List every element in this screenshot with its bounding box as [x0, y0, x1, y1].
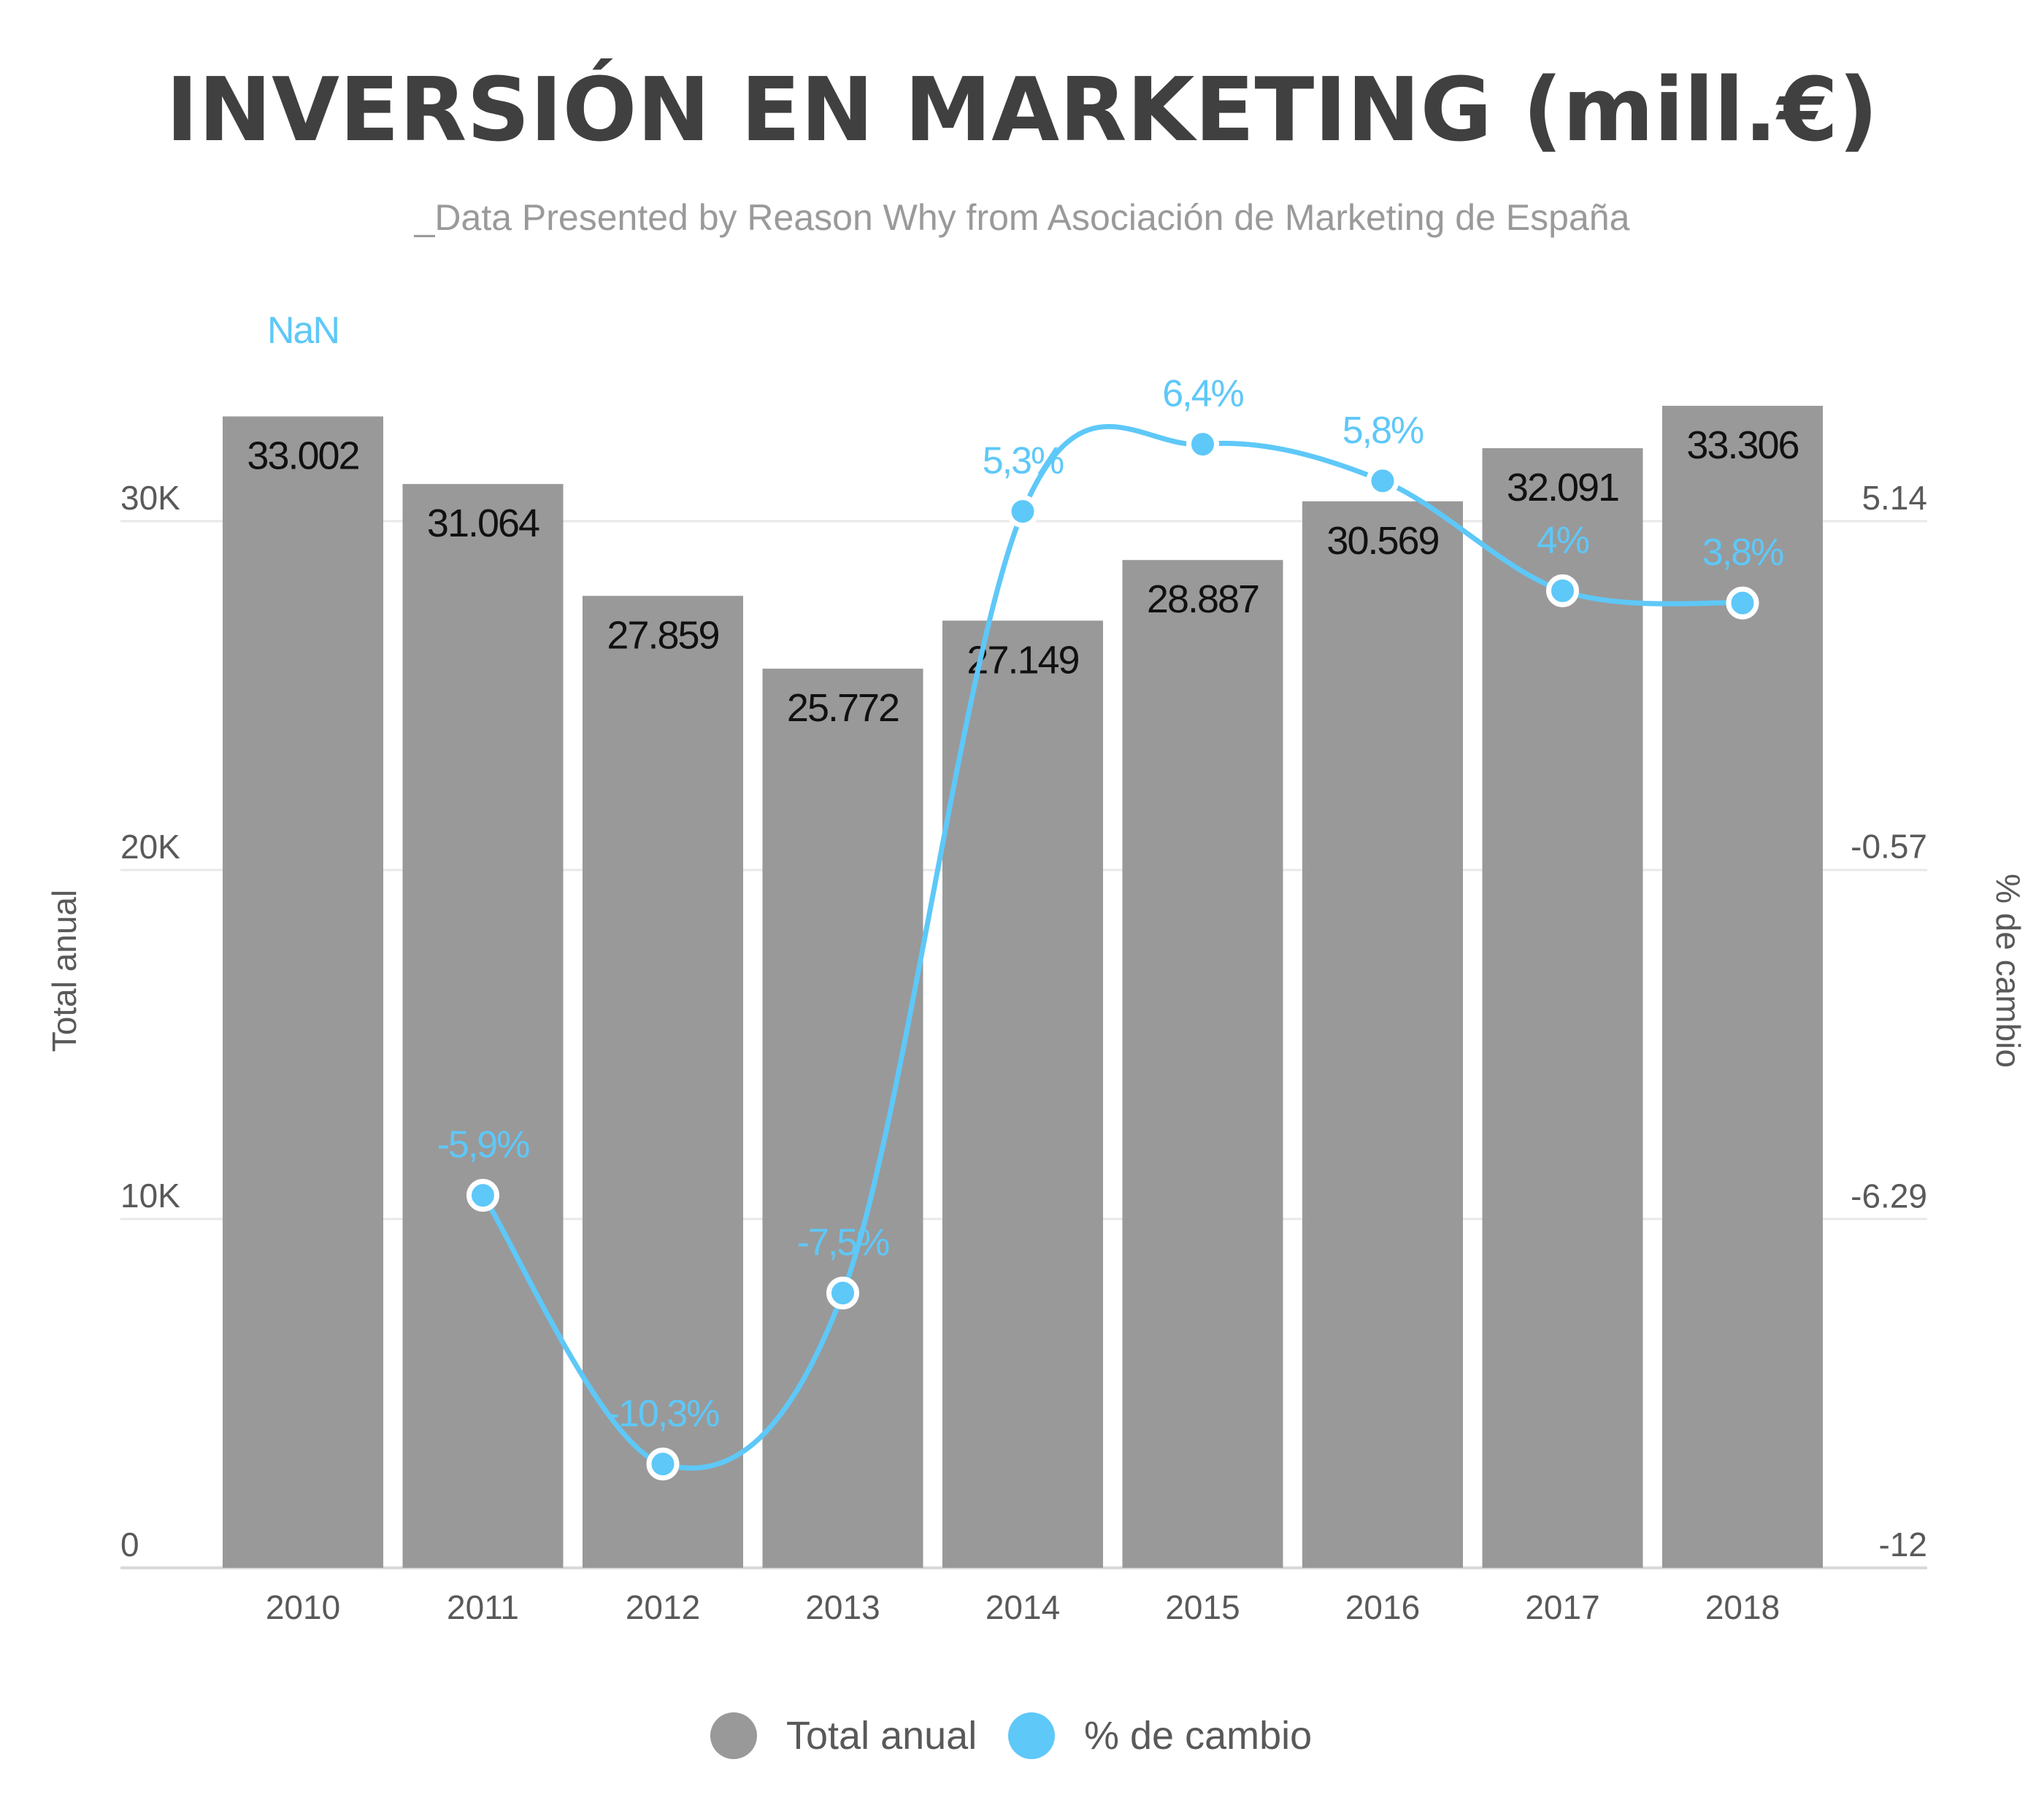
y-right-axis-label: % de cambio	[1989, 874, 2027, 1068]
line-point-2012	[646, 1447, 680, 1481]
x-tick-label-2017: 2017	[1525, 1588, 1599, 1626]
bar-value-label-2010: 33.002	[247, 434, 358, 478]
x-tick-label-2018: 2018	[1705, 1588, 1780, 1626]
y-left-tick-label: 0	[120, 1526, 139, 1563]
x-tick-label-2014: 2014	[986, 1588, 1060, 1626]
line-point-2016	[1366, 464, 1399, 498]
bar-2011	[402, 484, 564, 1568]
bar-2017	[1482, 448, 1643, 1568]
bar-series	[223, 405, 1823, 1569]
bar-2010	[223, 416, 383, 1568]
bar-value-label-2015: 28.887	[1147, 577, 1259, 621]
line-value-labels: NaN -5,9% -10,3% -7,5% 5,3% 6,4% 5,8% 4% 3,8%	[267, 309, 1785, 1435]
line-point-2017	[1546, 574, 1579, 607]
bar-2016	[1302, 501, 1463, 1569]
bar-value-label-2013: 25.772	[787, 686, 899, 730]
x-tick-label-2010: 2010	[266, 1588, 340, 1626]
bar-2015	[1122, 560, 1283, 1568]
line-value-label-2015: 6,4%	[1162, 373, 1243, 415]
line-value-label-2012: -10,3%	[607, 1393, 720, 1435]
bar-value-label-2018: 33.306	[1686, 423, 1798, 467]
line-value-label-2017: 4%	[1537, 519, 1589, 561]
legend-swatch-total-anual	[710, 1712, 757, 1759]
y-right-tick-label: 5.14	[1862, 479, 1927, 517]
chart-subtitle: _Data Presented by Reason Why from Asoci…	[414, 197, 1630, 238]
bar-value-label-2011: 31.064	[427, 501, 539, 545]
x-tick-label-2015: 2015	[1165, 1588, 1240, 1626]
line-value-label-2013: -7,5%	[797, 1222, 890, 1264]
y-left-tick-label: 30K	[120, 479, 180, 517]
line-point-2015	[1186, 428, 1219, 461]
y-right-tick-labels: -12 -6.29 -0.57 5.14	[1851, 479, 1927, 1563]
x-tick-label-2012: 2012	[626, 1588, 700, 1626]
y-left-tick-label: 20K	[120, 828, 180, 866]
chart-title: INVERSIÓN EN MARKETING (mill.€)	[166, 59, 1878, 161]
line-value-label-2014: 5,3%	[983, 440, 1064, 482]
legend-label-pct-cambio: % de cambio	[1084, 1714, 1312, 1758]
y-right-tick-label: -6.29	[1851, 1177, 1927, 1215]
legend-label-total-anual: Total anual	[786, 1714, 977, 1758]
bar-value-labels: 33.00231.06427.85925.77227.14928.88730.5…	[247, 423, 1799, 730]
bar-value-label-2012: 27.859	[607, 613, 718, 657]
bar-value-label-2016: 30.569	[1326, 519, 1438, 563]
y-left-axis-label: Total anual	[45, 890, 83, 1053]
bar-2012	[583, 596, 743, 1568]
line-value-label-2018: 3,8%	[1702, 531, 1783, 574]
y-left-tick-labels: 0 10K 20K 30K	[120, 479, 180, 1563]
y-right-tick-label: -0.57	[1851, 828, 1927, 866]
bar-2018	[1662, 405, 1823, 1569]
line-point-2018	[1726, 586, 1759, 620]
y-left-tick-label: 10K	[120, 1177, 180, 1215]
line-value-label-2011: -5,9%	[437, 1124, 530, 1166]
x-tick-label-2013: 2013	[805, 1588, 880, 1626]
x-tick-label-2016: 2016	[1345, 1588, 1420, 1626]
legend-swatch-pct-cambio	[1008, 1712, 1055, 1759]
line-point-2013	[826, 1277, 859, 1310]
line-value-label-2010: NaN	[267, 309, 339, 352]
bar-value-label-2017: 32.091	[1507, 466, 1618, 509]
x-tick-labels: 2010 2011 2012 2013 2014 2015 2016 2017 2018	[266, 1588, 1780, 1626]
bar-2013	[762, 669, 923, 1568]
line-value-label-2016: 5,8%	[1342, 409, 1424, 452]
x-tick-label-2011: 2011	[447, 1588, 519, 1626]
y-right-tick-label: -12	[1879, 1526, 1927, 1563]
line-point-2011	[466, 1179, 499, 1212]
line-point-2014	[1006, 495, 1040, 528]
legend: Total anual % de cambio	[710, 1712, 1312, 1759]
bar-2014	[942, 620, 1103, 1568]
line-series	[466, 423, 1759, 1481]
